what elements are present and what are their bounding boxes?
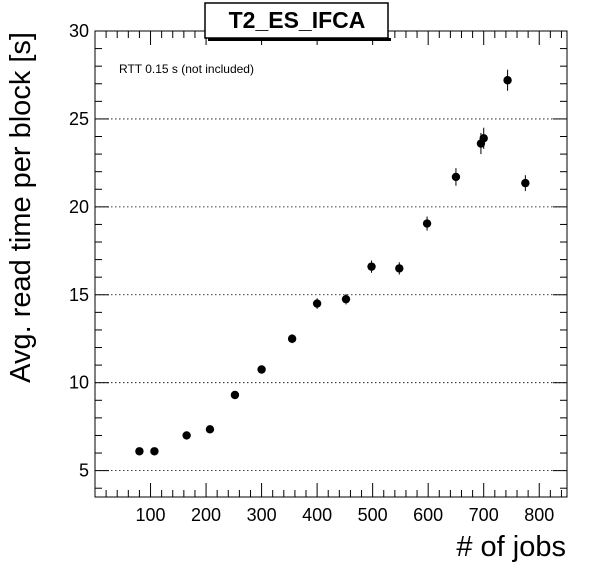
y-tick-label: 10 [69,373,89,393]
y-tick-label: 30 [69,21,89,41]
y-gridlines [95,30,567,472]
data-point [367,260,376,273]
data-point [257,365,266,374]
x-tick-label: 600 [413,505,443,525]
chart-title: T2_ES_IFCA [229,7,366,33]
y-tick-label: 15 [69,285,89,305]
data-point [205,425,215,434]
data-point [182,431,191,440]
data-points [135,69,530,456]
point-marker [312,299,322,308]
x-tick-label: 100 [136,505,166,525]
data-point [135,447,144,456]
point-marker [521,178,530,188]
x-tick-label: 500 [358,505,388,525]
x-tick-label: 700 [469,505,499,525]
tick-labels: 100 200 300 400 500 600 700 800 5 10 15 20 25 30 [69,21,554,525]
point-marker [182,431,191,440]
point-marker [205,425,215,434]
data-point [451,168,461,186]
data-point [521,175,530,192]
data-point [312,298,322,309]
y-tick-label: 25 [69,109,89,129]
point-marker [503,76,512,85]
point-marker [135,447,144,456]
y-axis-label: Avg. read time per block [s] [5,32,37,383]
point-marker [422,219,432,228]
point-marker [341,294,351,304]
data-point [341,293,351,305]
x-tick-label: 200 [191,505,221,525]
data-point [479,127,488,149]
chart-title-box: T2_ES_IFCA [204,2,391,41]
y-tick-label: 20 [69,197,89,217]
point-marker [451,172,461,182]
point-marker [479,134,488,143]
x-tick-label: 400 [302,505,332,525]
x-axis-label: # of jobs [456,531,566,563]
data-point [395,262,404,275]
data-point [230,390,240,400]
point-marker [367,262,376,271]
point-marker [257,365,266,374]
x-tick-label: 800 [524,505,554,525]
axis-ticks [94,30,567,497]
point-marker [230,390,240,400]
data-point [287,334,297,344]
data-point [422,216,432,231]
y-tick-label: 5 [79,461,89,481]
plot-frame [94,30,568,498]
x-tick-label: 300 [247,505,277,525]
annotation: RTT 0.15 s (not included) [119,62,254,76]
point-marker [150,447,159,456]
data-point [150,447,159,456]
data-point [503,69,512,91]
point-marker [287,334,297,343]
point-marker [395,264,404,273]
